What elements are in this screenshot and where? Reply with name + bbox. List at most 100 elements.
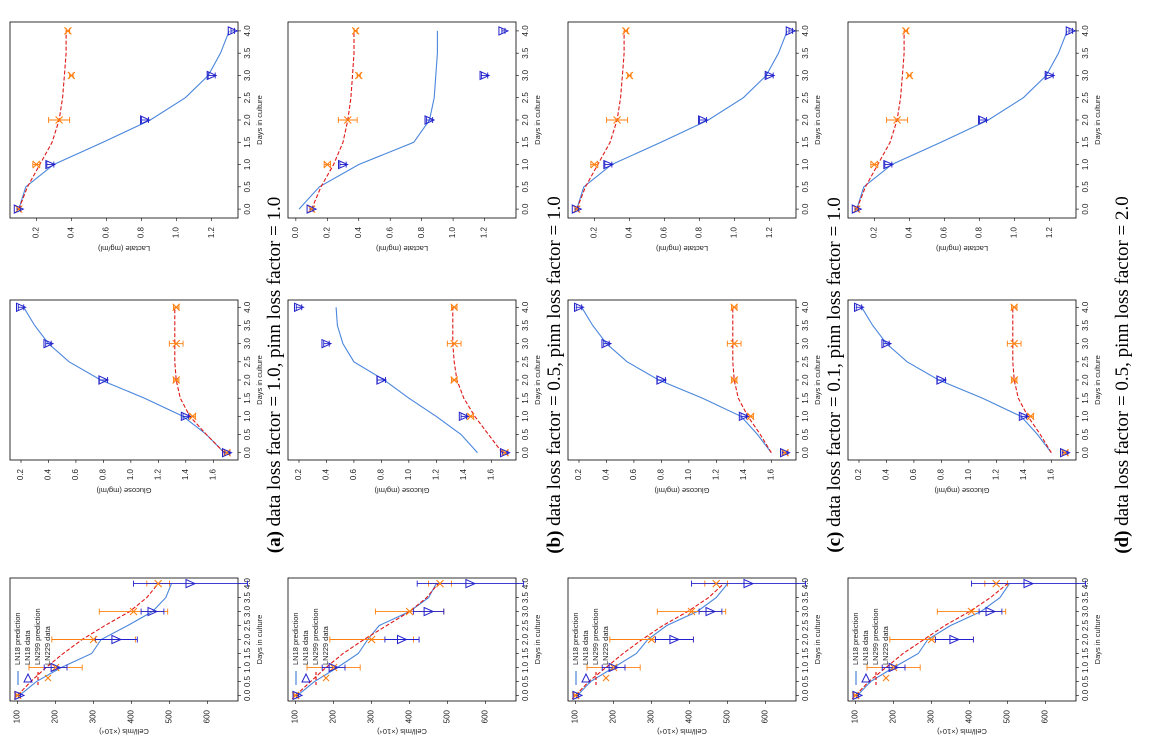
legend-label: LN229 data — [881, 625, 890, 665]
x-axis-label: Days in culture — [255, 95, 264, 145]
x-axis-label: Days in culture — [255, 615, 264, 665]
ln18-data-marker — [1060, 447, 1071, 458]
ln229-data-marker — [405, 607, 414, 616]
x-tick-label: 2.5 — [521, 92, 530, 104]
y-tick-label: 0.8 — [377, 468, 386, 480]
x-tick-label: 0.0 — [243, 203, 252, 215]
subplot-a-lactate: 0.0 0.5 1.0 1.5 2.0 2.5 3.0 3.5 4.0 Days in cultu… — [9, 21, 264, 253]
legend-label: LN18 prediction — [291, 612, 300, 665]
y-tick-label: 0.8 — [695, 226, 704, 238]
y-tick-label: 0.2 — [854, 468, 863, 480]
x-tick-label: 0.0 — [801, 203, 810, 215]
x-tick-label: 2.5 — [243, 619, 252, 631]
y-tick-label: 0.4 — [904, 226, 913, 238]
x-tick-label: 2.5 — [801, 92, 810, 104]
ln229-data-marker — [466, 412, 475, 421]
ln18-data-marker — [500, 447, 511, 458]
y-tick-label: 500 — [443, 709, 452, 723]
y-tick-label: 1.0 — [404, 468, 413, 480]
y-axis-label: Glucose (mg/ml) — [934, 486, 990, 495]
y-tick-label: 0.8 — [137, 226, 146, 238]
x-axis-label: Days in culture — [813, 355, 822, 405]
ln18-data-marker — [853, 302, 865, 313]
ln229-data-marker — [172, 339, 181, 348]
y-tick-label: 1.0 — [730, 226, 739, 238]
x-tick-label: 2.0 — [521, 374, 530, 386]
ln229-data-marker — [329, 663, 338, 672]
ln18-data-marker — [743, 578, 755, 589]
legend-ln18-data-swatch — [581, 672, 591, 683]
ln18-data-marker — [601, 338, 613, 349]
legend-label: LN18 data — [301, 630, 310, 665]
ln18-data-marker — [14, 690, 26, 701]
ln229-data-marker — [188, 412, 197, 421]
x-tick-label: 1.5 — [1081, 647, 1090, 659]
x-tick-label: 4.0 — [243, 25, 252, 37]
x-tick-label: 3.0 — [1081, 338, 1090, 350]
y-axis-label: Lactate (mg/ml) — [655, 244, 708, 253]
ln18-data-marker — [465, 578, 477, 589]
x-tick-label: 2.5 — [1081, 619, 1090, 631]
ln18-data-marker — [328, 662, 340, 673]
y-axis-label: Lactate (mg/ml) — [97, 244, 150, 253]
ln18-data-marker — [888, 662, 900, 673]
axes-frame — [9, 21, 239, 219]
legend: LN18 prediction LN18 data LN299 prediction… — [291, 608, 330, 685]
y-tick-label: 400 — [405, 709, 414, 723]
ln18-data-marker — [698, 115, 709, 125]
x-tick-label: 3.0 — [801, 338, 810, 350]
legend-ln229-data-swatch — [322, 674, 330, 682]
ln18-data-marker — [222, 447, 233, 458]
ln18-data-marker — [738, 411, 750, 422]
x-tick-label: 0.0 — [521, 447, 530, 459]
y-tick-label: 600 — [203, 709, 212, 723]
x-tick-label: 0.0 — [243, 447, 252, 459]
ln229-data-marker — [613, 116, 621, 124]
y-tick-label: 300 — [367, 709, 376, 723]
y-tick-label: 0.2 — [294, 468, 303, 480]
x-tick-label: 1.5 — [1081, 136, 1090, 148]
ln18-data-marker — [608, 662, 620, 673]
x-tick-label: 2.0 — [521, 114, 530, 126]
y-tick-label: 300 — [927, 709, 936, 723]
legend-label: LN18 data — [861, 630, 870, 665]
ln229-prediction-line — [855, 583, 1008, 696]
x-tick-label: 1.5 — [1081, 392, 1090, 404]
ln229-data-marker — [905, 71, 914, 80]
x-tick-label: 1.0 — [243, 410, 252, 422]
ln18-data-marker — [669, 634, 681, 645]
y-tick-label: 0.8 — [99, 468, 108, 480]
subplot-b-lactate: 0.0 0.5 1.0 1.5 2.0 2.5 3.0 3.5 4.0 Days in cultu… — [287, 21, 542, 253]
ln229-data-marker — [1010, 339, 1019, 348]
y-tick-label: 0.6 — [909, 468, 918, 480]
legend: LN18 prediction LN18 data LN299 prediction… — [851, 608, 890, 685]
x-tick-label: 0.0 — [243, 689, 252, 701]
x-tick-label: 2.0 — [243, 374, 252, 386]
y-tick-label: 0.4 — [44, 468, 53, 480]
y-tick-label: 0.4 — [882, 468, 891, 480]
x-tick-label: 4.0 — [521, 301, 530, 313]
x-tick-label: 2.5 — [521, 356, 530, 368]
ln229-data-marker — [367, 635, 376, 644]
subplot-c-lactate: 0.0 0.5 1.0 1.5 2.0 2.5 3.0 3.5 4.0 Days in cultu… — [567, 21, 822, 253]
y-tick-label: 500 — [1003, 709, 1012, 723]
x-tick-label: 3.5 — [243, 47, 252, 59]
x-tick-label: 0.5 — [801, 675, 810, 687]
ln18-data-marker — [656, 375, 668, 385]
ln229-data-marker — [55, 116, 63, 124]
y-tick-label: 0.8 — [417, 226, 426, 238]
x-tick-label: 4.0 — [521, 577, 530, 589]
y-tick-label: 0.2 — [869, 226, 878, 238]
x-tick-label: 3.5 — [801, 319, 810, 331]
x-tick-label: 3.5 — [521, 47, 530, 59]
x-tick-label: 3.0 — [521, 69, 530, 81]
ln229-data-marker — [992, 579, 1001, 588]
y-tick-label: 0.8 — [937, 468, 946, 480]
ln18-data-marker — [936, 375, 948, 385]
ln18-data-marker — [573, 302, 585, 313]
ln229-data-marker — [323, 160, 332, 169]
y-tick-label: 1.4 — [459, 468, 468, 480]
x-tick-label: 2.0 — [1081, 633, 1090, 645]
x-tick-label: 2.0 — [1081, 114, 1090, 126]
